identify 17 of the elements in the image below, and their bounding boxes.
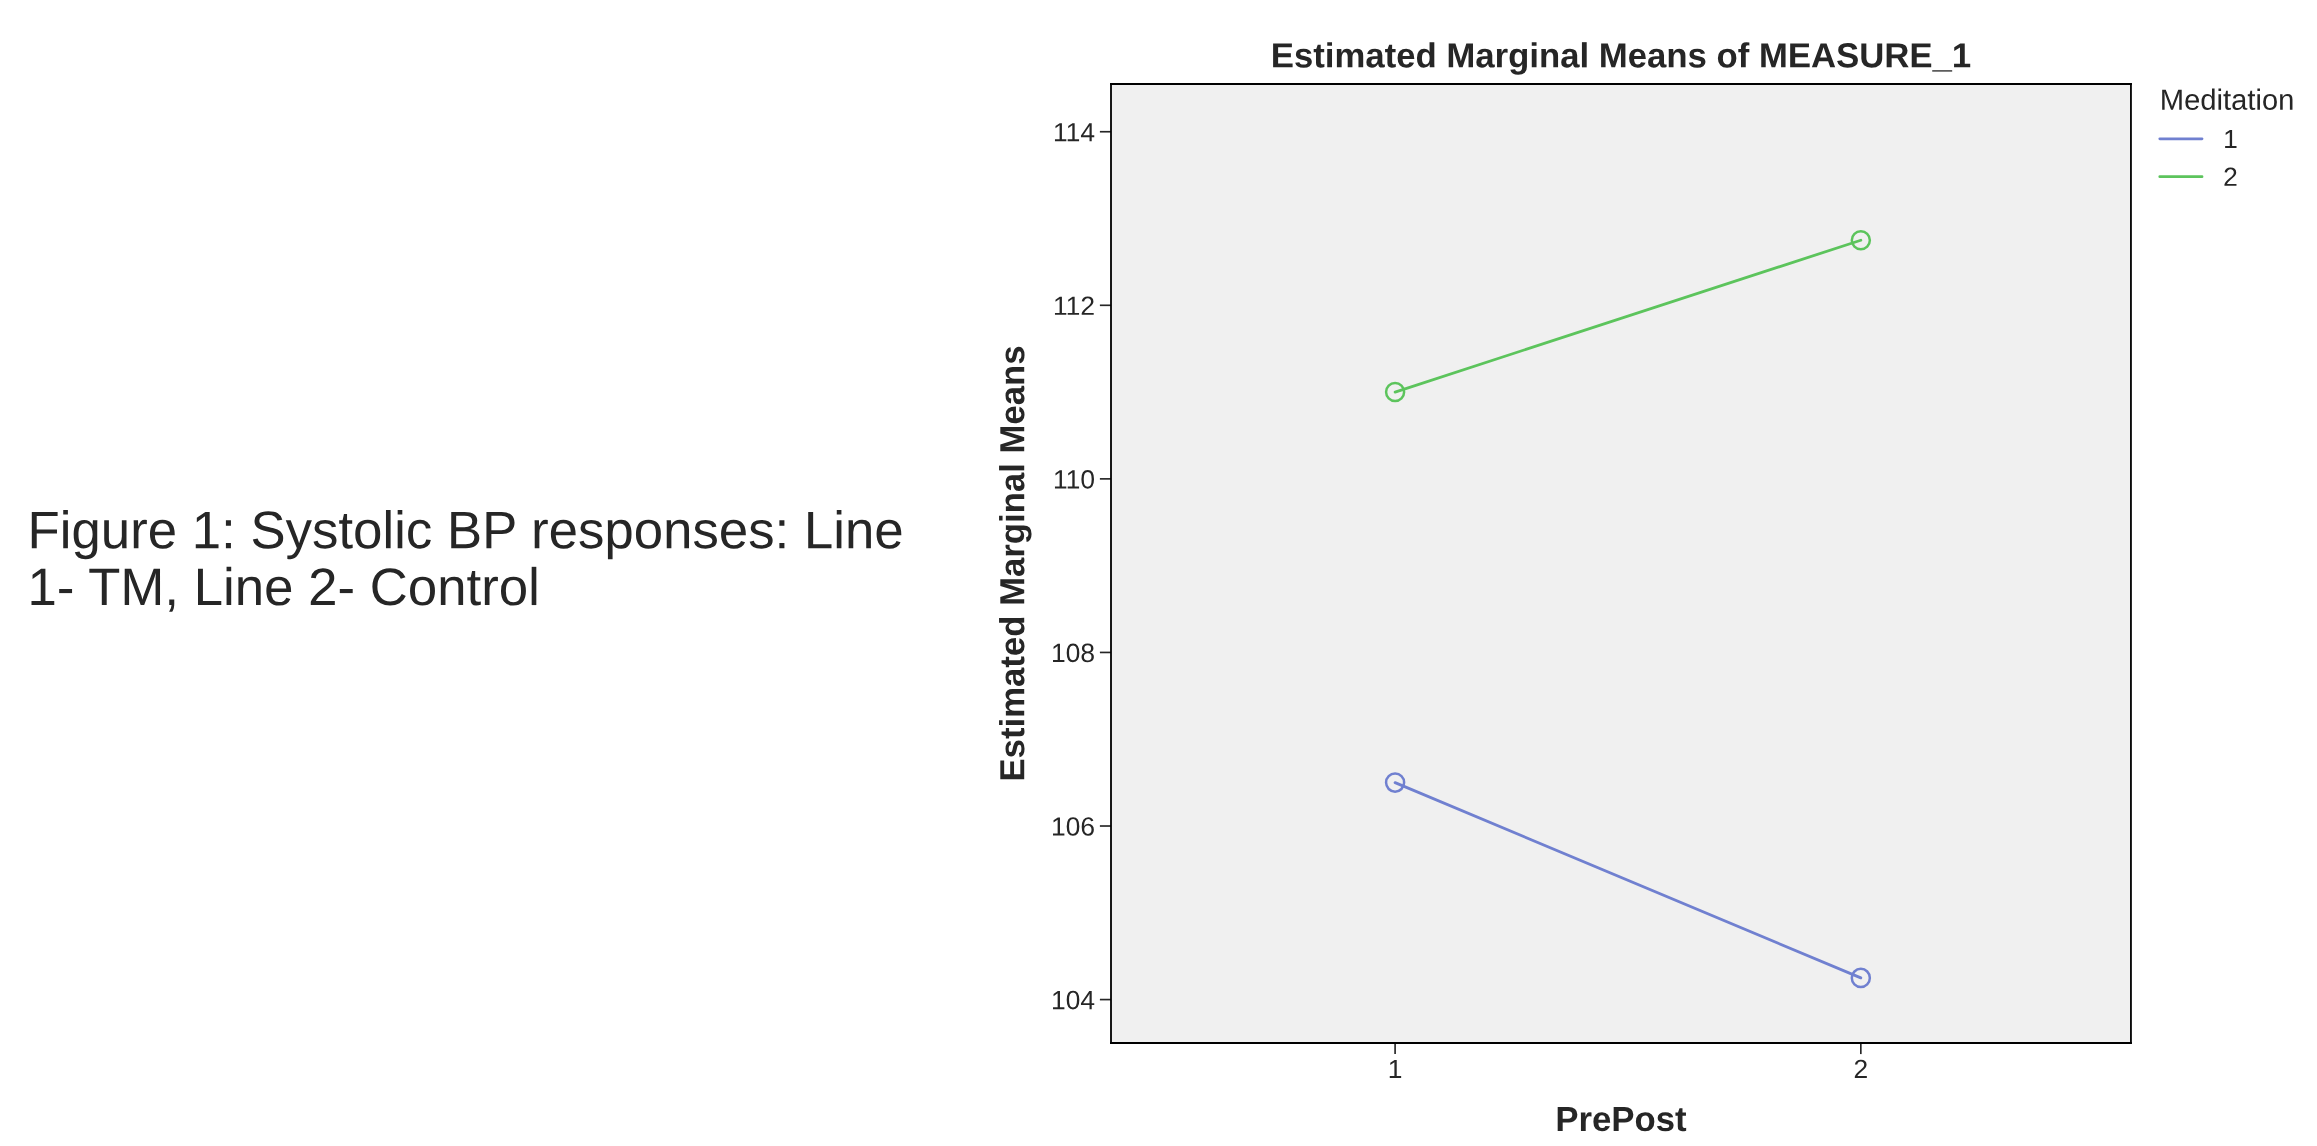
point: [1384, 381, 1406, 403]
y-tick-label: 104: [1053, 990, 1095, 1010]
legend-label: 1: [2225, 129, 2237, 149]
x-axis-title: PrePost: [1557, 1107, 1687, 1132]
legend-label: 2: [2224, 167, 2237, 186]
y-tick-label: 112: [1054, 296, 1094, 315]
y-tick-label: 114: [1054, 123, 1095, 142]
y-tick-label: 108: [1053, 643, 1094, 663]
y-tick-label: 110: [1054, 470, 1094, 489]
chart-title: Estimated Marginal Means of MEASURE_1: [1273, 42, 1971, 75]
point: [1850, 229, 1872, 251]
point: [1384, 772, 1406, 793]
legend-title: Meditation: [2162, 88, 2293, 110]
point: [1850, 967, 1872, 989]
y-tick-label: 106: [1053, 817, 1094, 836]
caption: Figure 1: Systolic BP responses: Line 1- TM, Line 2- Control: [31, 509, 902, 612]
y-axis-title: Estimated Marginal Means: [999, 346, 1032, 780]
